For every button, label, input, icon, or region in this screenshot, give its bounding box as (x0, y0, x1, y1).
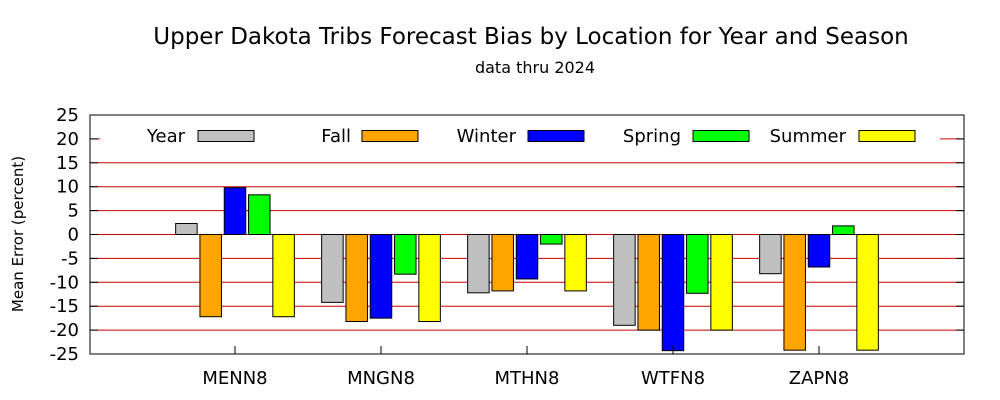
y-tick-label: -5 (61, 248, 79, 269)
bar-menn8-summer (272, 234, 295, 318)
bar-mngn8-spring (394, 234, 417, 275)
x-tick-label: MENN8 (202, 368, 267, 389)
legend-label-year: Year (146, 126, 186, 147)
bar-zapn8-summer (856, 234, 879, 351)
x-tick-label: MTHN8 (495, 368, 560, 389)
y-tick-label: 25 (56, 105, 79, 126)
y-tick-label: 10 (56, 177, 79, 198)
bar-mngn8-year (321, 234, 344, 303)
bar-mngn8-winter (369, 234, 393, 319)
legend-label-summer: Summer (770, 126, 847, 147)
y-ticks: -25 -20 -15 -10 -50 5 10 15 20 25 (50, 105, 964, 365)
y-tick-label: -10 (50, 272, 79, 293)
y-tick-label: -15 (50, 296, 79, 317)
legend-label-fall: Fall (321, 126, 351, 147)
legend: Year Fall Winter Spring Summer (100, 124, 940, 150)
chart-subtitle: data thru 2024 (475, 58, 595, 77)
y-tick-label: 20 (56, 129, 79, 150)
x-ticks: MENN8 MNGN8 MTHN8 WTFN8 ZAPN8 (202, 346, 849, 389)
x-tick-label: ZAPN8 (789, 368, 849, 389)
chart-title: Upper Dakota Tribs Forecast Bias by Loca… (153, 24, 908, 50)
y-tick-label: -25 (50, 344, 79, 365)
bar-zapn8-spring (832, 225, 855, 235)
bar-mthn8-winter (515, 234, 539, 280)
legend-label-winter: Winter (457, 126, 517, 147)
bar-mngn8-fall (345, 234, 368, 322)
bar-mngn8-summer (418, 234, 441, 322)
bar-mthn8-summer (564, 234, 587, 292)
y-axis-label: Mean Error (percent) (9, 156, 27, 312)
legend-swatch-year (197, 130, 255, 142)
y-tick-label: 0 (68, 225, 79, 246)
y-tick-label: 5 (68, 201, 79, 222)
bar-zapn8-winter (807, 234, 831, 268)
bar-wtfn8-summer (710, 234, 733, 331)
bar-zapn8-year (759, 234, 782, 275)
x-tick-label: WTFN8 (641, 368, 705, 389)
legend-swatch-fall (361, 130, 419, 142)
bar-wtfn8-fall (637, 234, 660, 331)
bar-menn8-fall (199, 234, 222, 318)
legend-swatch-winter (527, 130, 585, 142)
y-tick-label: -20 (50, 320, 79, 341)
bar-menn8-year (175, 223, 198, 235)
bar-wtfn8-winter (661, 234, 685, 352)
bar-mthn8-fall (491, 234, 514, 292)
bar-menn8-spring (248, 194, 271, 236)
bar-mthn8-spring (540, 234, 563, 245)
plot-frame (89, 114, 965, 355)
bar-zapn8-fall (783, 234, 806, 351)
bar-menn8-winter (223, 187, 247, 236)
legend-swatch-spring (692, 130, 750, 142)
legend-label-spring: Spring (623, 126, 681, 147)
x-tick-label: MNGN8 (347, 368, 415, 389)
y-tick-label: 15 (56, 153, 79, 174)
bar-wtfn8-spring (686, 234, 709, 294)
bars (175, 187, 879, 352)
legend-swatch-summer (858, 130, 916, 142)
bar-mthn8-year (467, 234, 490, 294)
bar-wtfn8-year (613, 234, 636, 326)
